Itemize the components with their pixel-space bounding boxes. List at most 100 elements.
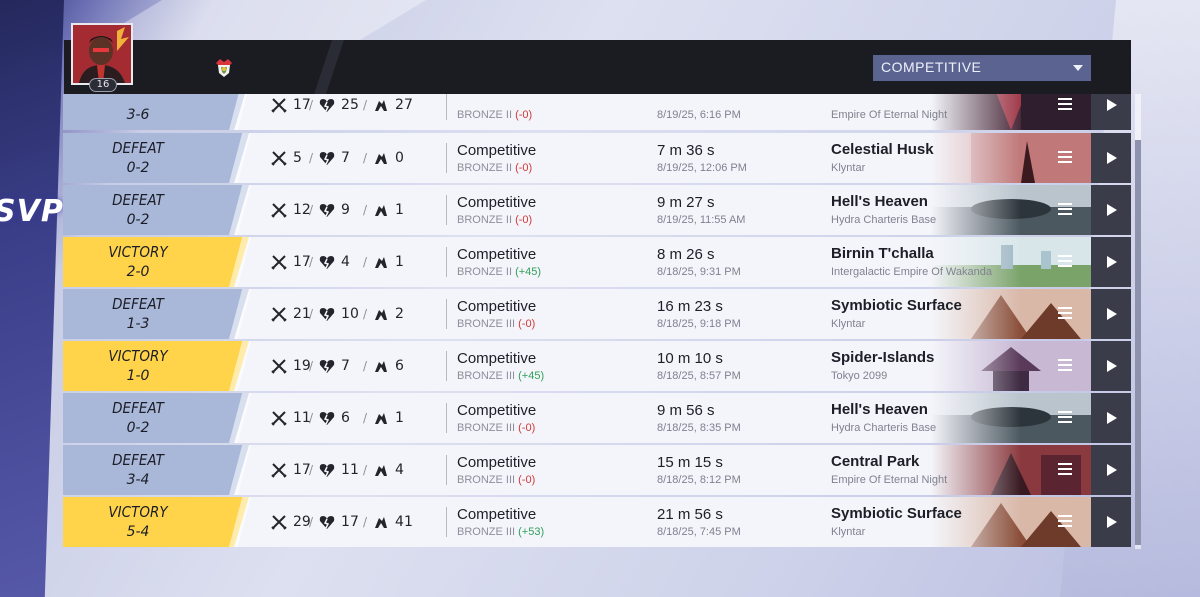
kills-value: 17 — [293, 462, 311, 478]
player-avatar[interactable] — [71, 23, 133, 85]
crossed-swords-icon — [271, 515, 287, 530]
header-accent — [314, 40, 344, 94]
rank-name: BRONZE II — [457, 266, 513, 278]
map-region: Klyntar — [831, 318, 866, 330]
deaths-stat: / 11 — [309, 461, 359, 479]
result-label: DEFEAT — [112, 451, 164, 469]
replay-button[interactable] — [1091, 185, 1131, 235]
menu-lines-icon[interactable] — [1058, 151, 1072, 163]
map-name: Birnin T'challa — [831, 245, 934, 262]
replay-button[interactable] — [1091, 94, 1131, 130]
result-banner — [63, 445, 249, 495]
result-score: 5-4 — [126, 524, 150, 540]
menu-lines-icon[interactable] — [1058, 411, 1072, 423]
rank-emblem-icon — [216, 59, 232, 77]
replay-button[interactable] — [1091, 289, 1131, 339]
match-row[interactable]: DEFEAT 1-3 21 / 10 / 2 Competitive BRONZ… — [63, 289, 1131, 339]
match-duration: 9 m 56 s — [657, 402, 715, 419]
replay-button[interactable] — [1091, 341, 1131, 391]
stat-separator: / — [363, 515, 368, 529]
kills-stat: 5 — [271, 149, 302, 167]
kills-stat: 19 — [271, 357, 311, 375]
crossed-swords-icon — [271, 98, 287, 113]
match-row[interactable]: DEFEAT 3-4 17 / 11 / 4 Competitive BRONZ… — [63, 445, 1131, 495]
stat-separator: / — [363, 255, 368, 269]
svp-label: SVP — [0, 194, 64, 229]
deaths-stat: / 10 — [309, 305, 359, 323]
rank-line: BRONZE II (-0) — [457, 214, 532, 226]
match-duration: 8 m 26 s — [657, 246, 715, 263]
match-row[interactable]: VICTORY 5-4 29 / 17 / 41 Competitive BRO… — [63, 497, 1131, 547]
column-divider — [446, 143, 447, 173]
stat-separator: / — [309, 98, 314, 112]
broken-heart-icon — [319, 256, 335, 269]
replay-button[interactable] — [1091, 133, 1131, 183]
column-divider — [446, 403, 447, 433]
match-row[interactable]: VICTORY 1-0 19 / 7 / 6 Competitive BRONZ… — [63, 341, 1131, 391]
match-row[interactable]: DEFEAT 0-2 5 / 7 / 0 Competitive BRONZE … — [63, 133, 1131, 183]
kills-stat: 21 — [271, 305, 311, 323]
assist-hand-icon — [375, 205, 388, 216]
replay-button[interactable] — [1091, 445, 1131, 495]
result-banner — [63, 185, 249, 235]
result-label: VICTORY — [108, 243, 168, 261]
match-duration: 21 m 56 s — [657, 506, 723, 523]
menu-lines-icon[interactable] — [1058, 203, 1072, 215]
game-mode: Competitive — [457, 350, 537, 367]
background-stripe — [96, 0, 426, 40]
assist-hand-icon — [375, 100, 388, 111]
menu-lines-icon[interactable] — [1058, 515, 1072, 527]
assists-stat: / 1 — [363, 201, 404, 219]
match-row[interactable]: DEFEAT 0-2 11 / 6 / 1 Competitive BRONZE… — [63, 393, 1131, 443]
kills-value: 5 — [293, 150, 302, 166]
rank-line: BRONZE II (+45) — [457, 266, 541, 278]
list-scrollbar-thumb[interactable] — [1135, 140, 1141, 545]
menu-lines-icon[interactable] — [1058, 255, 1072, 267]
stat-separator: / — [363, 359, 368, 373]
crossed-swords-icon — [271, 307, 287, 322]
assists-stat: / 0 — [363, 149, 404, 167]
kills-value: 21 — [293, 306, 311, 322]
rank-name: BRONZE III — [457, 422, 516, 434]
kills-stat: 17 — [271, 461, 311, 479]
mode-select-value: COMPETITIVE — [881, 59, 982, 75]
assist-hand-icon — [375, 413, 388, 424]
map-name: Hell's Heaven — [831, 193, 928, 210]
match-row[interactable]: VICTORY 2-0 17 / 4 / 1 Competitive BRONZ… — [63, 237, 1131, 287]
assists-value: 1 — [395, 254, 404, 270]
replay-button[interactable] — [1091, 497, 1131, 547]
assist-hand-icon — [375, 465, 388, 476]
game-mode: Competitive — [457, 246, 537, 263]
replay-button[interactable] — [1091, 237, 1131, 287]
menu-lines-icon[interactable] — [1058, 463, 1072, 475]
match-row[interactable]: 3-6 17 / 25 / 27 BRONZE II (-0) 8/19/25,… — [63, 94, 1131, 130]
menu-lines-icon[interactable] — [1058, 307, 1072, 319]
kills-stat: 17 — [271, 253, 311, 271]
result-score: 2-0 — [126, 264, 150, 280]
assists-stat: / 6 — [363, 357, 404, 375]
avatar-portrait-icon — [73, 25, 131, 83]
deaths-stat: / 7 — [309, 149, 350, 167]
mode-select-dropdown[interactable]: COMPETITIVE — [873, 55, 1091, 81]
match-datetime: 8/19/25, 12:06 PM — [657, 162, 747, 174]
play-icon — [1107, 360, 1117, 372]
crossed-swords-icon — [271, 411, 287, 426]
kills-value: 29 — [293, 514, 311, 530]
menu-lines-icon[interactable] — [1058, 98, 1072, 110]
column-divider — [446, 351, 447, 381]
match-row[interactable]: DEFEAT 0-2 12 / 9 / 1 Competitive BRONZE… — [63, 185, 1131, 235]
map-name: Spider-Islands — [831, 349, 935, 366]
kills-stat: 12 — [271, 201, 311, 219]
rank-line: BRONZE II (-0) — [457, 109, 532, 121]
replay-button[interactable] — [1091, 393, 1131, 443]
column-divider — [446, 507, 447, 537]
game-mode: Competitive — [457, 506, 537, 523]
menu-lines-icon[interactable] — [1058, 359, 1072, 371]
rank-delta: (-0) — [515, 162, 533, 174]
result-score: 1-3 — [126, 316, 150, 332]
column-divider — [446, 299, 447, 329]
map-thumbnail-fade — [931, 341, 1021, 391]
rank-delta: (-0) — [518, 318, 536, 330]
map-region: Empire Of Eternal Night — [831, 474, 948, 486]
result-banner — [63, 94, 249, 130]
